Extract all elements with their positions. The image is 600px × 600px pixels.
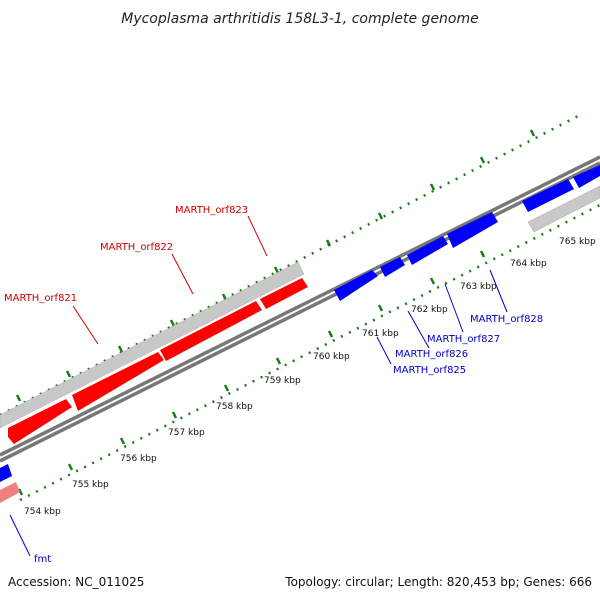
gene-blue-5	[522, 179, 574, 212]
gene-blue-4	[447, 212, 498, 248]
gene-label-orf821[interactable]: MARTH_orf821	[4, 293, 77, 304]
kbp-scale-labels: 754 kbp 755 kbp 756 kbp 757 kbp 758 kbp …	[24, 237, 596, 517]
accession-text: Accession: NC_011025	[8, 575, 144, 589]
kbp-label: 760 kbp	[313, 352, 350, 362]
blue-gene-features[interactable]	[0, 165, 600, 482]
gene-label-orf826[interactable]: MARTH_orf826	[395, 349, 468, 360]
gene-red-1	[8, 399, 72, 444]
inner-tick-ring	[19, 203, 600, 502]
red-gene-features[interactable]	[0, 278, 308, 503]
kbp-label: 757 kbp	[168, 428, 205, 438]
kbp-label: 755 kbp	[72, 480, 109, 490]
gene-label-orf822[interactable]: MARTH_orf822	[100, 242, 173, 253]
genome-backbone	[0, 155, 600, 463]
map-title: Mycoplasma arthritidis 158L3-1, complete…	[121, 11, 479, 27]
gene-blue-7	[0, 464, 12, 482]
kbp-label: 765 kbp	[559, 237, 596, 247]
genome-summary-text: Topology: circular; Length: 820,453 bp; …	[284, 575, 592, 589]
gene-label-orf828[interactable]: MARTH_orf828	[470, 314, 543, 325]
gene-blue-3	[407, 236, 448, 265]
gene-label-orf827[interactable]: MARTH_orf827	[427, 334, 500, 345]
blue-gene-labels: MARTH_orf828 MARTH_orf827 MARTH_orf826 M…	[9, 269, 543, 565]
gene-blue-6	[573, 165, 600, 188]
kbp-label: 764 kbp	[510, 259, 547, 269]
red-gene-labels: MARTH_orf821 MARTH_orf822 MARTH_orf823	[4, 205, 268, 345]
gene-label-orf825[interactable]: MARTH_orf825	[393, 365, 466, 376]
kbp-label: 762 kbp	[411, 305, 448, 315]
gene-red-2	[72, 352, 164, 411]
gene-red-3	[160, 301, 262, 361]
outer-tick-ring	[0, 113, 581, 417]
kbp-label: 761 kbp	[362, 329, 399, 339]
kbp-label: 756 kbp	[120, 454, 157, 464]
kbp-label: 763 kbp	[460, 282, 497, 292]
kbp-label: 758 kbp	[216, 402, 253, 412]
kbp-label: 759 kbp	[264, 376, 301, 386]
kbp-label: 754 kbp	[24, 507, 61, 517]
gene-blue-1	[334, 270, 378, 301]
gene-label-orf823[interactable]: MARTH_orf823	[175, 205, 248, 216]
gene-pink-1	[0, 482, 20, 503]
gene-label-fmt[interactable]: fmt	[34, 554, 51, 565]
gene-red-4	[260, 278, 308, 309]
outer-major-ticks	[15, 129, 536, 402]
gene-blue-2	[380, 257, 405, 277]
gray-gene-band[interactable]	[0, 185, 600, 429]
